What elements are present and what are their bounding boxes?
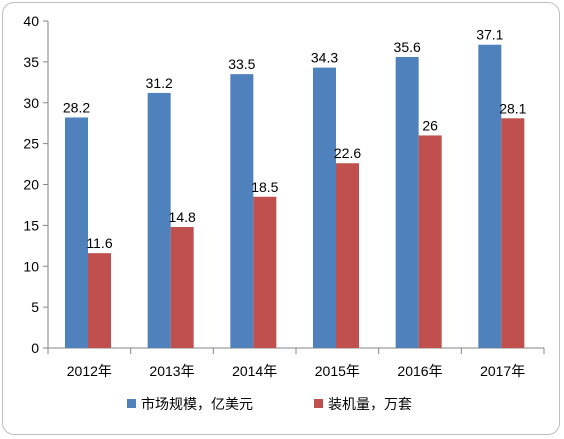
legend-label-1: 市场规模，亿美元: [141, 396, 253, 413]
data-label: 28.2: [63, 99, 90, 115]
y-tick-label: 20: [23, 177, 39, 193]
data-label: 35.6: [394, 39, 421, 55]
bar-series-2: [253, 196, 277, 348]
data-labels: 28.2 31.2 33.5 34.3 35.6 37.1 11.6 14.8 18.5 22.6…: [63, 27, 527, 251]
data-label: 31.2: [146, 75, 173, 91]
x-tick-label: 2014年: [232, 363, 277, 379]
bar-series-1: [478, 44, 502, 349]
y-tick-label: 40: [23, 13, 39, 29]
bar-series-1: [230, 74, 254, 348]
x-tick-label: 2012年: [67, 363, 112, 379]
x-tick-label: 2017年: [480, 363, 525, 379]
data-label: 18.5: [251, 179, 278, 195]
legend-swatch-1: [127, 399, 136, 408]
data-label: 14.8: [169, 209, 196, 225]
bar-series-2: [88, 253, 111, 348]
data-label: 28.1: [499, 100, 526, 116]
bars: [65, 44, 525, 349]
y-tick-label: 5: [31, 299, 39, 315]
y-tick-label: 0: [31, 340, 39, 356]
bar-series-1: [65, 117, 88, 348]
y-tick-label: 15: [23, 217, 39, 233]
legend: 市场规模，亿美元 装机量，万套: [127, 396, 412, 413]
x-tick-label: 2016年: [397, 363, 442, 379]
bar-series-2: [418, 135, 442, 348]
bar-series-2: [170, 227, 194, 348]
chart-frame: [2, 2, 560, 435]
axes: 0 5 10 15 20 25 30 35 40 2012年 2013年 2014年 2015年 2016…: [23, 13, 545, 379]
data-label: 11.6: [86, 235, 112, 251]
bar-series-1: [313, 67, 336, 348]
y-tick-label: 10: [23, 258, 39, 274]
y-tick-label: 35: [23, 54, 39, 70]
data-label: 33.5: [228, 56, 255, 72]
legend-swatch-2: [314, 399, 323, 408]
legend-label-2: 装机量，万套: [328, 397, 412, 413]
bar-series-2: [336, 163, 359, 348]
y-tick-label: 30: [23, 95, 39, 111]
x-tick-label: 2015年: [315, 363, 360, 379]
bar-series-2: [501, 118, 525, 348]
bar-series-1: [395, 56, 419, 348]
data-label: 34.3: [311, 50, 338, 66]
data-label: 37.1: [476, 27, 503, 43]
bar-series-1: [147, 92, 171, 348]
data-label: 22.6: [334, 145, 361, 161]
x-tick-label: 2013年: [149, 363, 194, 379]
data-label: 26: [422, 117, 438, 133]
y-tick-label: 25: [23, 136, 39, 152]
